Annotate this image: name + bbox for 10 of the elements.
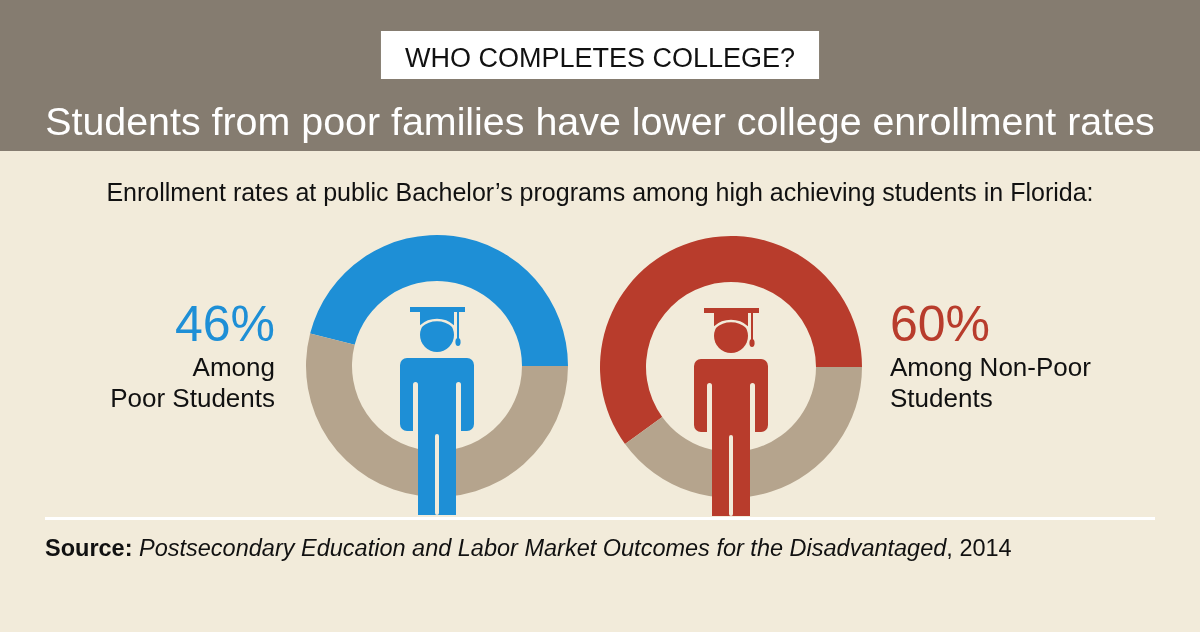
donut-slice [600, 236, 862, 444]
data-label: 46% [174, 296, 275, 352]
donut-slice [310, 235, 568, 366]
data-label: 60% [890, 296, 991, 352]
text: WHO COMPLETES COLLEGE? [404, 43, 796, 73]
slice-label: Among Poor Students [110, 352, 275, 413]
chart-title: Students from poor families have lower college enrollment rates [45, 99, 1155, 143]
slice-label: Among Non-Poor Students [890, 352, 1092, 413]
chart-subtitle: Enrollment rates at public Bachelor’s programs among high achieving students in Florida: [106, 178, 1094, 206]
source-note: Source: Postsecondary Education and Labor Market Outcomes for the Disadvantaged, 2014 [45, 535, 1012, 561]
